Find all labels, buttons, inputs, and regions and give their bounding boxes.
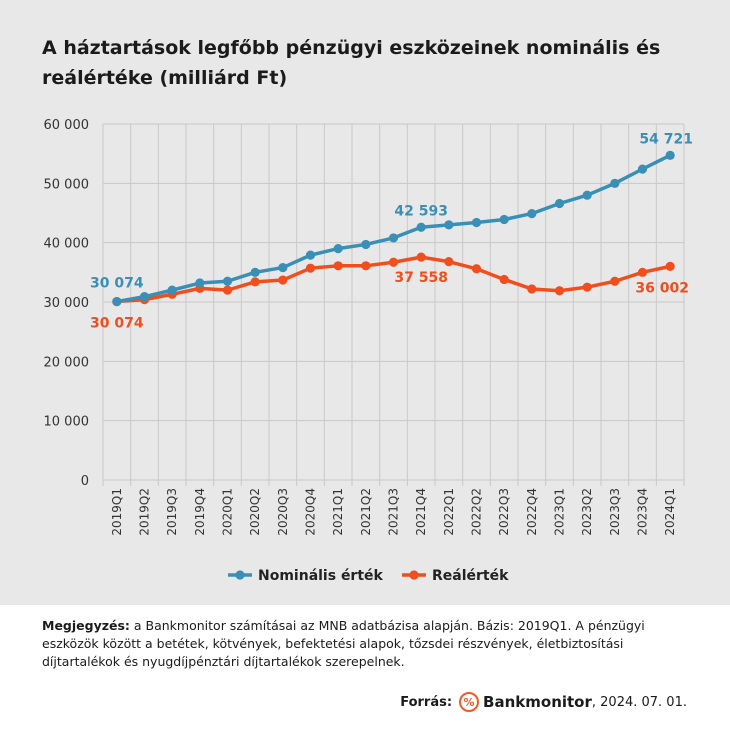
data-label: 36 002 <box>635 280 689 296</box>
x-tick-label: 2021Q4 <box>414 488 428 536</box>
data-point-nominal <box>333 244 343 254</box>
chart-title-line-1: A háztartások legfőbb pénzügyi eszközein… <box>42 37 661 59</box>
x-tick-label: 2020Q2 <box>248 488 262 536</box>
x-tick-label: 2023Q4 <box>636 488 650 536</box>
y-tick-label: 20 000 <box>44 355 90 370</box>
chart-title: A háztartások legfőbb pénzügyi eszközein… <box>42 33 702 93</box>
x-tick-label: 2019Q4 <box>193 488 207 536</box>
legend-label: Nominális érték <box>258 568 384 584</box>
data-point-nominal <box>554 198 565 209</box>
data-point-real <box>361 261 371 271</box>
data-point-nominal <box>582 190 592 200</box>
data-point-nominal <box>278 262 288 273</box>
legend-swatch-marker <box>235 570 245 580</box>
source-date: , 2024. 07. 01. <box>591 694 687 710</box>
data-point-real <box>582 282 592 292</box>
bankmonitor-logo-icon: % <box>459 692 480 712</box>
footnote-label: Megjegyzés: <box>42 618 130 633</box>
data-point-nominal <box>610 178 620 188</box>
x-tick-label: 2023Q3 <box>608 488 622 536</box>
data-point-nominal <box>195 278 205 288</box>
legend-swatch-marker <box>409 570 419 580</box>
y-tick-label: 60 000 <box>44 118 90 133</box>
data-point-real <box>665 261 675 271</box>
data-point-nominal <box>388 233 399 243</box>
x-tick-label: 2020Q3 <box>276 488 290 536</box>
x-tick-label: 2021Q2 <box>359 488 373 536</box>
data-point-real <box>444 257 454 267</box>
source-brand: Bankmonitor <box>483 693 592 711</box>
data-point-real <box>250 277 260 287</box>
data-point-nominal <box>112 296 122 307</box>
y-tick-label: 10 000 <box>44 415 90 430</box>
data-label: 30 074 <box>90 316 144 332</box>
data-label: 30 074 <box>90 276 144 292</box>
data-point-nominal <box>305 250 316 260</box>
data-point-real <box>388 257 399 267</box>
data-point-nominal <box>139 292 150 302</box>
x-tick-label: 2019Q2 <box>138 488 152 536</box>
data-point-nominal <box>222 276 233 286</box>
data-point-nominal <box>471 217 482 228</box>
line-chart: 0 10 000 20 000 30 000 40 000 50 000 60 000 201… <box>44 118 693 584</box>
data-point-nominal <box>665 150 675 160</box>
chart-panel: A háztartások legfőbb pénzügyi eszközein… <box>0 0 730 605</box>
data-label: 37 558 <box>394 270 448 286</box>
data-point-nominal <box>361 239 371 250</box>
y-tick-label: 30 000 <box>44 296 90 311</box>
data-point-real <box>610 276 620 286</box>
data-point-real <box>471 264 482 274</box>
data-point-real <box>278 275 288 285</box>
data-label: 54 721 <box>639 131 693 147</box>
data-point-nominal <box>527 208 537 219</box>
data-point-real <box>554 286 565 296</box>
data-point-nominal <box>444 220 454 230</box>
x-tick-label: 2021Q1 <box>331 488 345 536</box>
x-tick-label: 2023Q1 <box>553 488 567 536</box>
chart-title-line-2: reálértéke (milliárd Ft) <box>42 67 288 89</box>
data-point-real <box>333 261 343 271</box>
legend-label: Reálérték <box>432 568 509 584</box>
source-label: Forrás: <box>400 694 453 710</box>
y-tick-label: 50 000 <box>44 177 90 192</box>
x-tick-label: 2022Q4 <box>525 488 539 536</box>
x-tick-label: 2021Q3 <box>387 488 401 536</box>
data-point-nominal <box>499 214 509 225</box>
x-tick-label: 2022Q1 <box>442 488 456 536</box>
data-point-nominal <box>637 164 648 174</box>
data-label: 42 593 <box>394 203 448 219</box>
x-tick-label: 2020Q4 <box>304 488 318 536</box>
source-line: Forrás: % Bankmonitor , 2024. 07. 01. <box>400 692 687 712</box>
data-point-real <box>637 267 648 277</box>
x-tick-label: 2024Q1 <box>663 488 677 536</box>
y-tick-label: 40 000 <box>44 237 90 252</box>
footnote-text: a Bankmonitor számításai az MNB adatbázi… <box>42 618 645 669</box>
data-point-nominal <box>416 222 426 232</box>
x-tick-label: 2022Q2 <box>470 488 484 536</box>
data-point-real <box>416 252 426 262</box>
x-tick-label: 2022Q3 <box>497 488 511 536</box>
data-point-nominal <box>167 285 177 295</box>
x-tick-label: 2019Q3 <box>165 488 179 536</box>
x-tick-label: 2023Q2 <box>580 488 594 536</box>
x-tick-label: 2019Q1 <box>110 488 124 536</box>
data-point-real <box>222 285 233 295</box>
data-point-real <box>499 274 509 285</box>
data-point-nominal <box>250 267 260 277</box>
footnote: Megjegyzés: a Bankmonitor számításai az … <box>42 617 692 671</box>
data-point-real <box>527 284 537 294</box>
y-tick-label: 0 <box>81 474 89 489</box>
x-tick-label: 2020Q1 <box>221 488 235 536</box>
data-point-real <box>305 263 316 273</box>
